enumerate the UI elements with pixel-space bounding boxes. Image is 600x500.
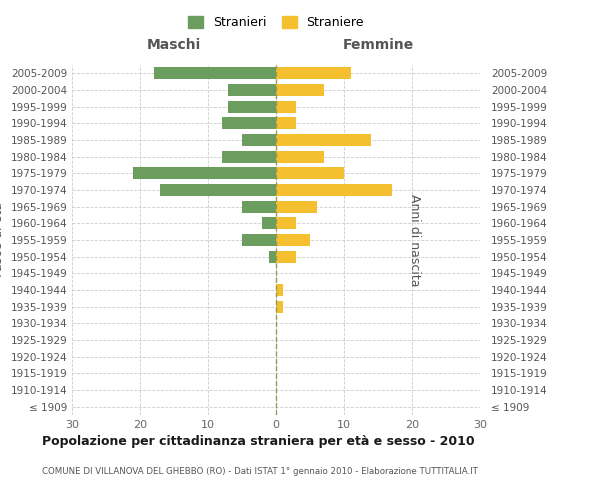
Bar <box>276 218 296 230</box>
Bar <box>276 300 283 312</box>
Bar <box>160 184 276 196</box>
Legend: Stranieri, Straniere: Stranieri, Straniere <box>183 11 369 34</box>
Bar <box>276 284 283 296</box>
Bar <box>276 184 392 196</box>
Bar <box>229 84 276 96</box>
Bar <box>229 100 276 112</box>
Bar <box>276 134 371 146</box>
Bar <box>276 100 296 112</box>
Bar <box>154 68 276 80</box>
Bar <box>276 84 323 96</box>
Bar <box>276 200 317 212</box>
Bar <box>276 234 310 246</box>
Bar <box>276 168 344 179</box>
Bar <box>276 150 323 162</box>
Bar <box>242 200 276 212</box>
Bar <box>221 150 276 162</box>
Bar <box>221 118 276 130</box>
Bar <box>276 118 296 130</box>
Bar <box>269 250 276 262</box>
Text: COMUNE DI VILLANOVA DEL GHEBBO (RO) - Dati ISTAT 1° gennaio 2010 - Elaborazione : COMUNE DI VILLANOVA DEL GHEBBO (RO) - Da… <box>42 468 478 476</box>
Bar <box>242 134 276 146</box>
Bar <box>242 234 276 246</box>
Y-axis label: Anni di nascita: Anni di nascita <box>408 194 421 286</box>
Text: Popolazione per cittadinanza straniera per età e sesso - 2010: Popolazione per cittadinanza straniera p… <box>42 435 475 448</box>
Y-axis label: Fasce di età: Fasce di età <box>0 202 5 278</box>
Bar <box>276 68 351 80</box>
Bar <box>133 168 276 179</box>
Bar <box>262 218 276 230</box>
Text: Femmine: Femmine <box>343 38 413 52</box>
Bar <box>276 250 296 262</box>
Text: Maschi: Maschi <box>147 38 201 52</box>
